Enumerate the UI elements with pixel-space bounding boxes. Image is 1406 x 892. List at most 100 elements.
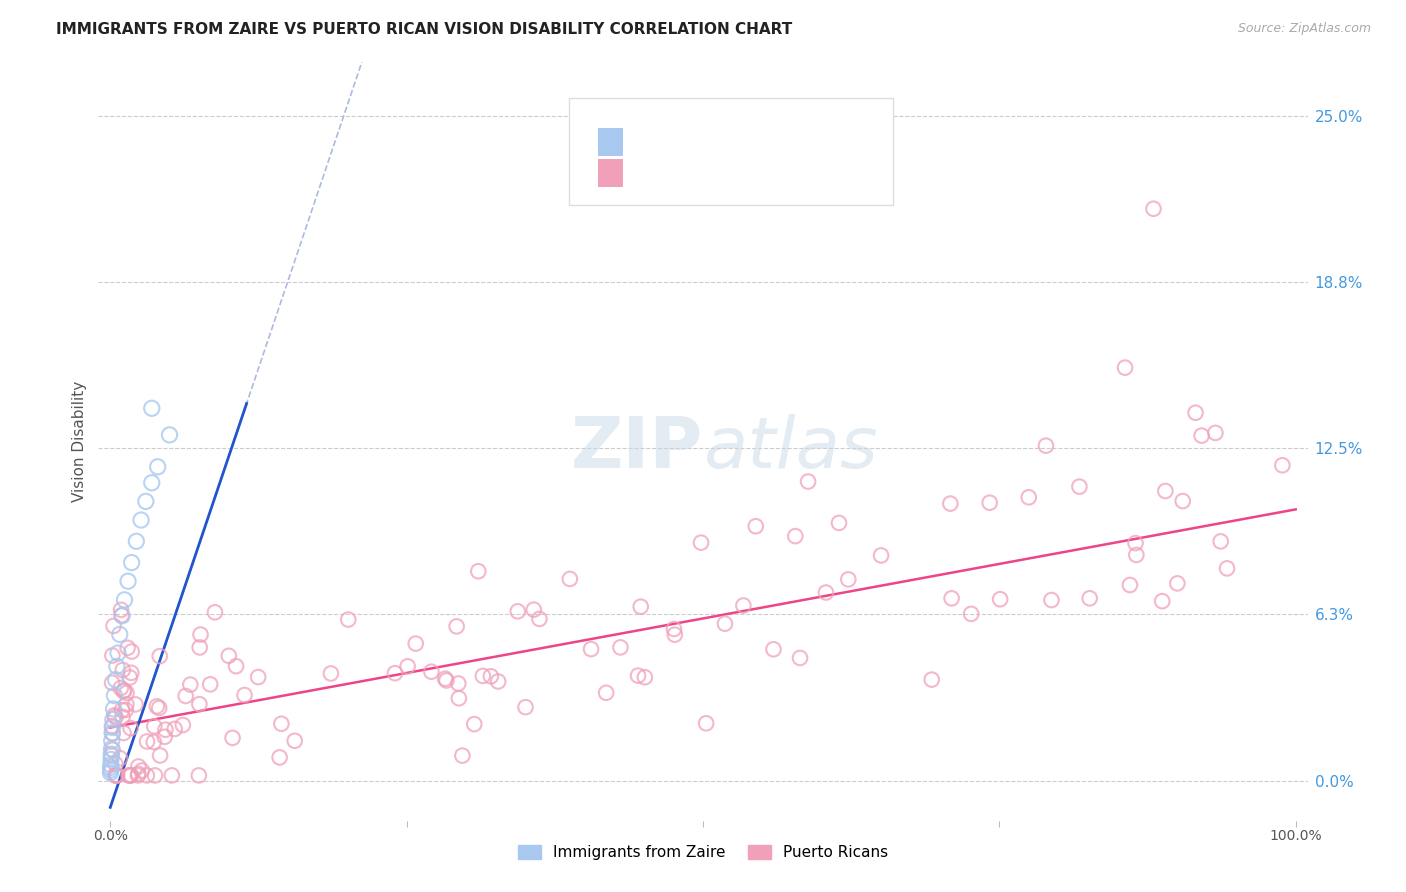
Point [1216, 561, 1239, 575]
Point [447, 691, 470, 706]
Point [100, 741, 122, 756]
Text: 0.836: 0.836 [676, 130, 724, 145]
Point [149, 748, 172, 763]
Point [837, 573, 859, 587]
Point [117, 768, 139, 782]
Point [436, 673, 458, 688]
Point [595, 686, 617, 700]
Text: Source: ZipAtlas.com: Source: ZipAtlas.com [1237, 22, 1371, 36]
Point [1125, 548, 1147, 562]
Point [762, 642, 785, 657]
Point [101, 726, 124, 740]
Point [143, 719, 166, 733]
Point [174, 689, 197, 703]
Point [870, 549, 893, 563]
Point [120, 665, 142, 680]
Point [1069, 480, 1091, 494]
Point [447, 676, 470, 690]
Point [103, 708, 125, 723]
Point [420, 665, 443, 679]
Point [107, 646, 129, 660]
Point [609, 640, 631, 655]
Text: R =: R = [634, 161, 668, 176]
Point [153, 730, 176, 744]
Point [131, 764, 153, 778]
Point [108, 751, 131, 765]
Point [198, 677, 221, 691]
Point [136, 734, 159, 748]
Point [127, 759, 149, 773]
Point [630, 599, 652, 614]
Point [143, 768, 166, 782]
Point [117, 574, 139, 589]
Point [127, 768, 149, 782]
Point [135, 768, 157, 782]
Text: R =: R = [634, 130, 668, 145]
Point [797, 475, 820, 489]
Point [115, 698, 138, 712]
Point [979, 496, 1001, 510]
Point [188, 640, 211, 655]
Point [188, 697, 211, 711]
Point [1271, 458, 1294, 473]
Point [284, 733, 307, 747]
Point [627, 668, 650, 682]
Point [100, 765, 122, 780]
Point [218, 648, 240, 663]
Point [1035, 439, 1057, 453]
Y-axis label: Vision Disability: Vision Disability [72, 381, 87, 502]
Point [101, 719, 124, 733]
Point [148, 701, 170, 715]
Point [579, 642, 602, 657]
Point [149, 649, 172, 664]
Point [187, 768, 209, 782]
Point [270, 716, 292, 731]
Point [101, 713, 124, 727]
Point [1204, 425, 1226, 440]
Point [117, 640, 139, 655]
Point [105, 659, 128, 673]
Point [111, 663, 134, 677]
Point [104, 768, 127, 782]
Point [172, 718, 194, 732]
Point [118, 670, 141, 684]
Point [100, 748, 122, 763]
Point [100, 757, 122, 772]
Point [1125, 536, 1147, 550]
Point [112, 684, 135, 698]
Point [120, 768, 142, 782]
Point [221, 731, 243, 745]
Point [921, 673, 943, 687]
Point [100, 763, 122, 777]
Point [105, 768, 128, 782]
Point [451, 748, 474, 763]
Point [471, 669, 494, 683]
Text: N =: N = [740, 130, 773, 145]
Point [155, 723, 177, 737]
Point [101, 721, 124, 735]
Point [337, 613, 360, 627]
Point [384, 666, 406, 681]
Point [1166, 576, 1188, 591]
Point [127, 767, 149, 781]
Point [789, 651, 811, 665]
Text: atlas: atlas [703, 414, 877, 483]
Point [103, 619, 125, 633]
Point [101, 648, 124, 663]
Point [785, 529, 807, 543]
Point [828, 516, 851, 530]
Point [204, 605, 226, 619]
Point [529, 612, 551, 626]
Point [1154, 483, 1177, 498]
Point [124, 698, 146, 712]
Point [111, 703, 134, 717]
Point [664, 628, 686, 642]
Point [745, 519, 768, 533]
Point [1040, 593, 1063, 607]
Point [100, 747, 122, 761]
Point [467, 564, 489, 578]
Point [104, 756, 127, 771]
Point [105, 768, 128, 782]
Point [111, 608, 134, 623]
Point [100, 734, 122, 748]
